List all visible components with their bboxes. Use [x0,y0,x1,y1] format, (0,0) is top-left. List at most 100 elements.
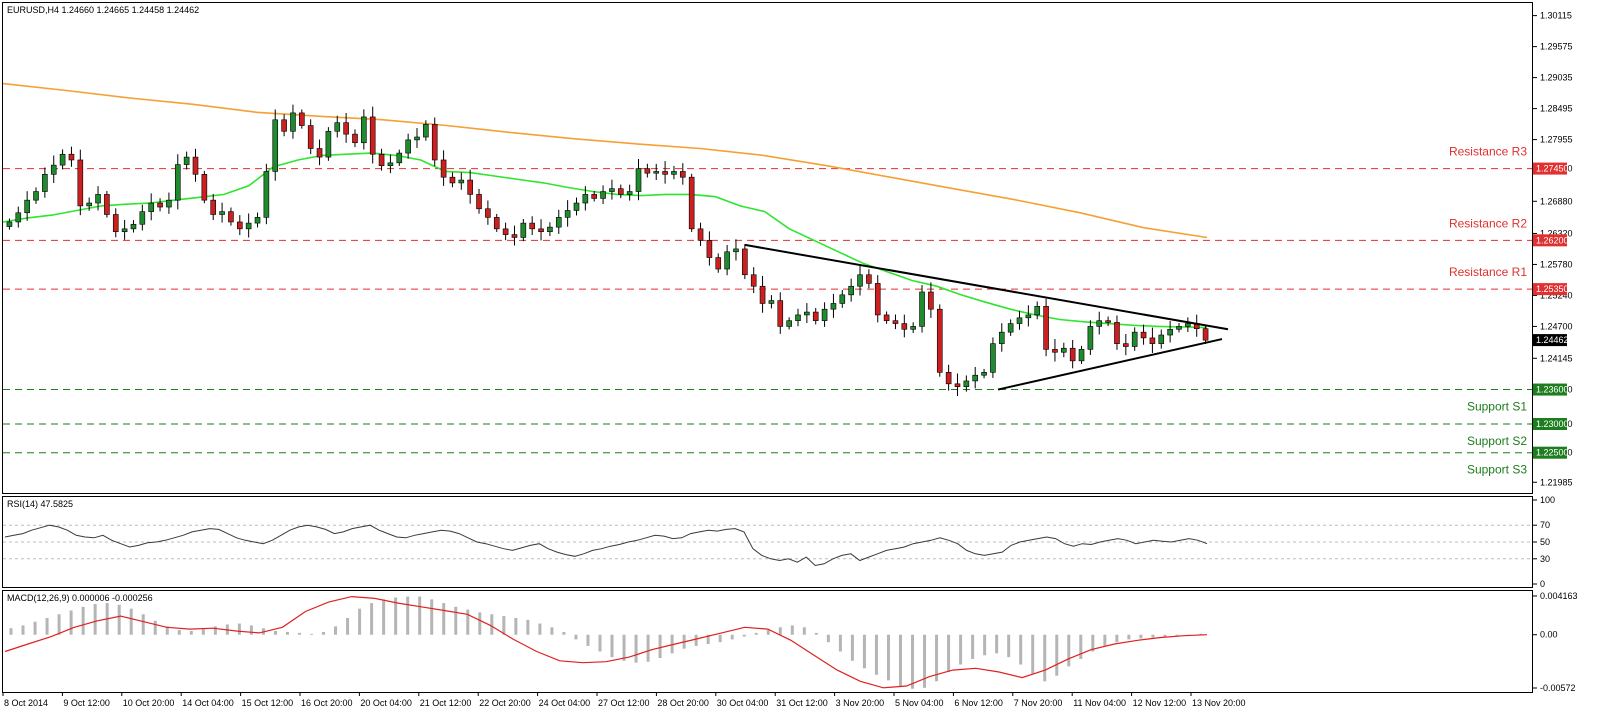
macd-histogram-bar [285,631,289,635]
lower-trendline [997,338,1223,391]
bullish-candle [139,211,146,225]
bearish-candle [476,194,482,210]
macd-histogram-bar [165,626,169,635]
level-name-label: Support S2 [1467,434,1527,448]
macd-histogram-bar [862,634,866,669]
macd-histogram-bar [790,625,794,635]
macd-histogram-bar [1079,634,1083,659]
level-price-badge [1533,417,1567,430]
time-tick-label: 11 Nov 04:00 [1073,698,1126,708]
macd-histogram-bar [622,634,626,661]
bearish-candle [1043,306,1049,350]
bullish-candle [245,222,252,230]
macd-histogram-bar [346,617,350,635]
bullish-candle [396,152,403,164]
time-tick-label: 21 Oct 12:00 [420,698,472,708]
bullish-candle [520,222,527,238]
macd-histogram-bar [983,634,987,656]
price-tick-label: 1.26880 [1540,196,1573,206]
macd-histogram-bar [370,603,374,635]
bullish-candle [219,211,225,215]
bearish-candle [104,194,110,215]
level-labels: 1.27450 Resistance R3 1.26200 Resistance R2… [1449,145,1569,477]
price-tick-label: 1.24145 [1540,353,1573,363]
time-tick-label: 28 Oct 20:00 [657,698,709,708]
macd-histogram-bar [802,627,806,635]
rsi-line [4,524,1208,567]
bearish-candle [688,176,695,230]
macd-histogram-bar [502,616,506,635]
bearish-candle [1052,349,1058,353]
macd-histogram-bar [742,634,746,637]
ma-slow-line [2,82,1208,239]
macd-histogram-bar [201,629,205,635]
bullish-candle [990,343,996,373]
bullish-candle [1185,323,1191,327]
bearish-candle [901,323,908,330]
macd-histogram-bar [562,631,566,635]
macd-histogram-bar [658,634,662,659]
time-tick-label: 12 Nov 12:00 [1133,698,1187,708]
price-axis: 1.30115 1.29575 1.29035 1.28495 1.27955 1.274… [1533,11,1573,487]
bearish-candle [449,176,456,184]
bullish-candle [795,314,801,321]
bearish-candle [299,112,305,126]
rsi-tick-label: 30 [1540,554,1550,564]
macd-histogram-bar [526,619,530,635]
macd-histogram-bar [69,610,73,635]
bullish-candle [573,202,580,211]
bullish-candle [1078,349,1085,362]
macd-histogram-bar [177,630,181,635]
bearish-candle [812,311,819,321]
macd-histogram-bar [1163,634,1167,637]
level-price-badge [1533,162,1567,175]
bullish-candle [724,251,730,270]
bullish-candle [130,223,137,230]
bearish-candle [591,194,598,199]
bullish-candle [50,164,57,175]
bearish-candle [440,159,447,178]
bearish-candle [307,125,314,149]
level-name-label: Support S1 [1467,400,1527,414]
macd-histogram-bar [538,623,542,635]
macd-histogram-bar [406,596,410,635]
macd-histogram-bar [1043,634,1047,682]
last-price-badge [1533,334,1567,347]
bullish-candle [1096,320,1103,327]
bullish-candle [1025,314,1032,319]
macd-histogram-bar [838,634,842,652]
time-axis: 8 Oct 2014 9 Oct 12:00 10 Oct 20:00 14 Oct … [2,692,1246,708]
bullish-candle [387,162,394,167]
bullish-candle [42,174,48,192]
macd-histogram-bar [153,620,157,635]
macd-histogram-bar [886,634,890,681]
macd-histogram-bar [297,632,301,635]
bullish-candle [33,191,39,201]
bearish-candle [715,257,722,270]
level-price-badge [1533,383,1567,396]
level-price-badge [1533,283,1567,296]
bullish-candle [59,153,66,166]
bullish-candle [786,320,792,327]
bearish-candle [538,228,544,233]
bearish-candle [954,383,961,387]
price-tick-label: 1.25240 [1540,290,1573,300]
bullish-candle [626,191,633,195]
bearish-candle [157,202,163,208]
macd-histogram-bar [730,634,734,640]
rsi-tick-label: 70 [1540,520,1550,530]
bullish-candle [653,171,660,174]
price-tick-label: 1.24700 [1540,321,1573,331]
bullish-candle [458,179,465,184]
macd-histogram-bar [610,634,614,658]
macd-histogram-bar [382,599,386,635]
rsi-tick-label: 0 [1540,579,1545,589]
macd-histogram-bar [33,621,37,635]
bullish-candle [981,372,987,376]
macd-indicator: 0.004163 0.00 -0.00572 [4,591,1578,693]
level-price-text: 1.27450 [1536,164,1569,174]
macd-tick-label: -0.00572 [1540,683,1576,693]
time-tick-label: 6 Nov 12:00 [954,698,1003,708]
bullish-candle [95,194,101,204]
